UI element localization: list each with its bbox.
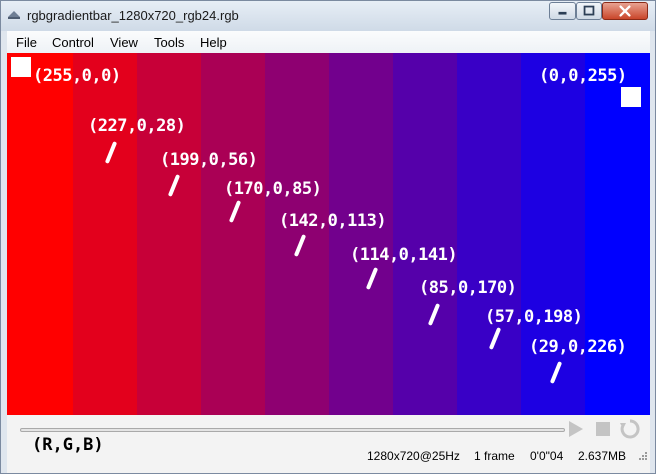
gradient-stripe: [521, 53, 585, 415]
gradient-stripe: [585, 53, 650, 415]
gradient-stripe: [73, 53, 137, 415]
rgb-value-label: (227,0,28): [88, 116, 186, 136]
rgb-value-label: (255,0,0): [33, 66, 121, 86]
gradient-stripe: [393, 53, 457, 415]
pixel-format-label: (R,G,B): [32, 435, 104, 455]
menu-view[interactable]: View: [110, 35, 138, 50]
control-panel: (R,G,B) 1280x720@25Hz 1 frame 0'0"04 2.6…: [7, 415, 650, 473]
menu-help[interactable]: Help: [200, 35, 227, 50]
menu-bar: File Control View Tools Help: [7, 31, 650, 53]
rgb-value-label: (85,0,170): [419, 278, 517, 298]
menu-control[interactable]: Control: [52, 35, 94, 50]
minimize-button[interactable]: [549, 2, 576, 20]
gradient-stripe: [137, 53, 201, 415]
title-bar[interactable]: rgbgradientbar_1280x720_rgb24.rgb: [1, 1, 655, 31]
status-bar: 1280x720@25Hz 1 frame 0'0"04 2.637MB: [7, 447, 650, 465]
rgb-value-label: (0,0,255): [539, 66, 627, 86]
status-file-size: 2.637MB: [578, 449, 627, 463]
rgb-value-label: (29,0,226): [529, 337, 627, 357]
rgb-value-label: (57,0,198): [485, 307, 583, 327]
stop-icon[interactable]: [595, 421, 611, 437]
app-icon[interactable]: [7, 9, 21, 21]
menu-file[interactable]: File: [16, 35, 37, 50]
seek-slider[interactable]: [20, 428, 565, 432]
rgb-value-label: (114,0,141): [350, 245, 458, 265]
gradient-stripe: [265, 53, 329, 415]
close-button[interactable]: [602, 2, 648, 20]
maximize-icon: [583, 5, 595, 16]
gradient-stripe: [201, 53, 265, 415]
status-time: 0'0"04: [530, 449, 564, 463]
gradient-stripe: [7, 53, 73, 415]
white-marker-square: [11, 57, 31, 77]
maximize-button[interactable]: [576, 2, 602, 20]
status-resolution: 1280x720@25Hz: [367, 449, 460, 463]
white-marker-square: [621, 87, 641, 107]
rgb-value-label: (199,0,56): [160, 150, 258, 170]
menu-tools[interactable]: Tools: [154, 35, 185, 50]
rgb-value-label: (170,0,85): [224, 179, 322, 199]
video-frame[interactable]: (255,0,0) (227,0,28) (199,0,56) (170,0,8…: [7, 53, 650, 415]
status-frame-count: 1 frame: [474, 449, 515, 463]
rgb-value-label: (142,0,113): [279, 211, 387, 231]
close-icon: [619, 5, 631, 17]
resize-grip-icon[interactable]: [638, 451, 648, 461]
gradient-stripe: [329, 53, 393, 415]
minimize-icon: [558, 11, 567, 15]
gradient-stripe: [457, 53, 521, 415]
loop-icon[interactable]: [618, 417, 642, 441]
window-title: rgbgradientbar_1280x720_rgb24.rgb: [27, 8, 239, 23]
play-icon[interactable]: [567, 419, 585, 439]
